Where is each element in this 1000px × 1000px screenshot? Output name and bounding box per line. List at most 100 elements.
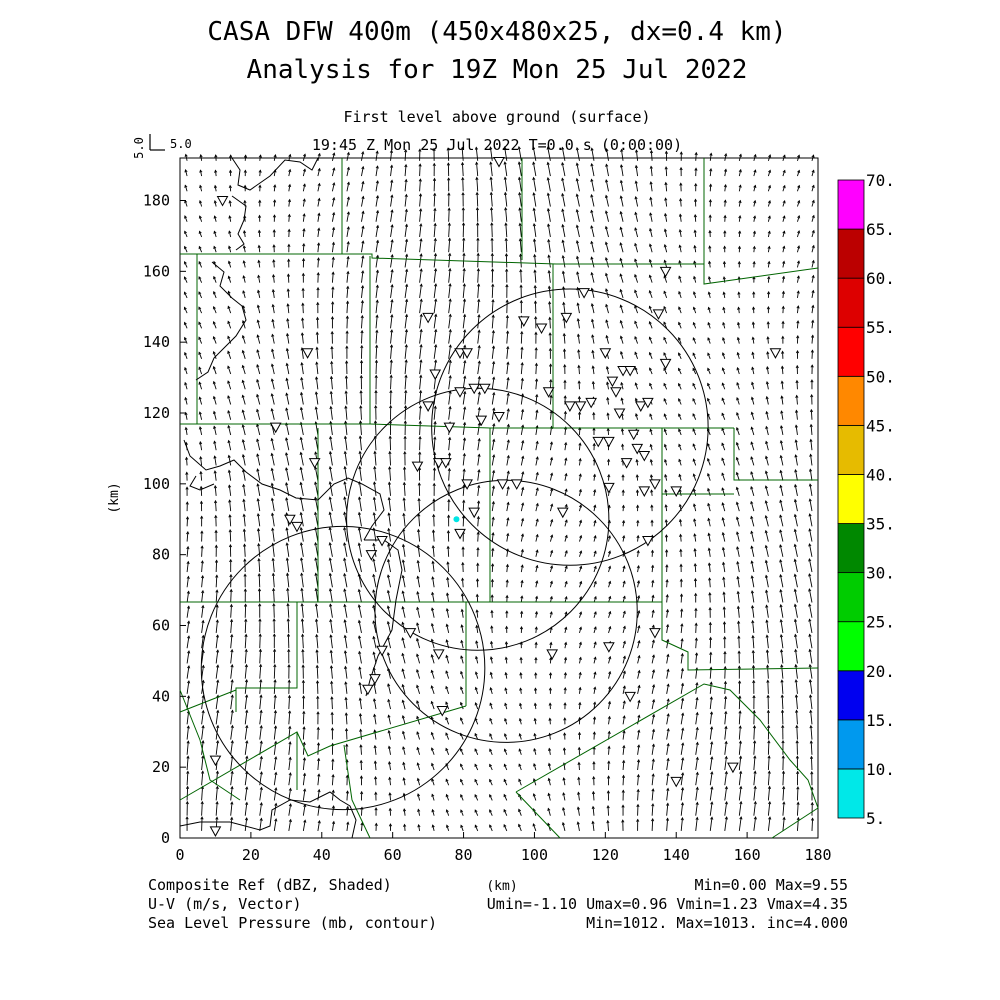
wind-vector-head — [722, 576, 726, 580]
wind-vector-head — [445, 824, 449, 828]
plot-area — [179, 146, 819, 839]
wind-vector — [359, 682, 362, 694]
wind-vector — [285, 497, 290, 512]
wind-vector — [605, 195, 609, 207]
wind-vector-head — [288, 183, 292, 188]
wind-vector-head — [752, 245, 756, 250]
wind-vector — [591, 303, 595, 314]
wind-vector — [359, 436, 362, 451]
wind-vector-head — [198, 381, 202, 385]
wind-vector-head — [578, 473, 582, 477]
station-marker — [454, 387, 466, 398]
wind-vector-head — [564, 580, 568, 585]
wind-vector — [491, 470, 495, 481]
wind-vector — [445, 701, 450, 710]
wind-vector — [680, 713, 684, 725]
station-marker — [439, 458, 452, 469]
wind-vector — [533, 177, 537, 192]
wind-vector — [185, 412, 188, 420]
wind-vector — [649, 383, 653, 390]
wind-vectors — [183, 146, 815, 832]
wind-vector-head — [619, 195, 623, 199]
wind-vector — [461, 147, 464, 161]
wind-vector-head — [390, 209, 394, 213]
station-marker — [468, 383, 481, 395]
wind-vector — [709, 153, 712, 161]
wind-vector — [709, 726, 713, 740]
x-tick-label: 120 — [592, 846, 619, 864]
wind-vector — [375, 776, 377, 786]
wind-vector-head — [475, 593, 479, 598]
wind-vector-head — [590, 240, 594, 245]
wind-vector-head — [605, 163, 609, 167]
wind-vector-head — [259, 709, 263, 714]
wind-vector — [767, 336, 769, 344]
wind-vector-head — [201, 664, 205, 669]
wind-vector-head — [489, 793, 492, 798]
wind-vector — [243, 245, 246, 253]
wind-vector-head — [198, 199, 203, 204]
wind-vector — [288, 154, 291, 161]
wind-vector — [300, 542, 304, 557]
wind-vector — [666, 728, 669, 740]
wind-vector-head — [287, 648, 291, 653]
title-line-1: CASA DFW 400m (450x480x25, dx=0.4 km) — [207, 17, 786, 47]
wind-vector — [460, 655, 464, 664]
wind-vector-head — [329, 435, 333, 440]
wind-vector — [285, 422, 290, 436]
wind-vector — [242, 320, 246, 329]
wind-vector-head — [608, 625, 612, 630]
wind-vector — [491, 346, 495, 359]
wind-vector-head — [213, 184, 218, 189]
wind-vector-head — [460, 161, 465, 166]
wind-vector-head — [343, 435, 348, 439]
wind-vector-head — [721, 517, 725, 521]
wind-vector — [519, 223, 522, 238]
wind-vector-head — [765, 410, 769, 415]
wind-vector-head — [651, 624, 655, 628]
wind-vector-head — [781, 770, 786, 774]
wind-vector — [780, 649, 784, 664]
wind-vector — [271, 453, 275, 466]
wind-vector — [547, 147, 551, 161]
wind-vector — [244, 756, 248, 771]
wind-vector — [634, 274, 639, 283]
wind-vector — [302, 773, 306, 786]
wind-vector — [285, 467, 290, 481]
wind-vector — [650, 181, 653, 192]
wind-vector — [794, 634, 798, 649]
wind-vector-head — [808, 648, 812, 653]
wind-vector-head — [358, 420, 363, 424]
wind-vector-head — [256, 438, 260, 442]
wind-vector-head — [374, 822, 378, 826]
wind-vector-head — [811, 199, 815, 204]
wind-vector — [184, 367, 188, 375]
wind-vector-head — [737, 306, 741, 310]
wind-vector-head — [402, 761, 406, 766]
wind-vector-head — [648, 274, 652, 278]
wind-vector-head — [635, 489, 640, 493]
wind-vector-head — [562, 807, 566, 811]
wind-vector-head — [390, 254, 394, 258]
wind-vector — [520, 580, 523, 588]
wind-vector-head — [230, 724, 234, 729]
wind-vector-head — [433, 420, 437, 425]
wind-vector-head — [215, 649, 220, 653]
wind-vector — [489, 718, 493, 725]
wind-vector-head — [447, 192, 451, 196]
wind-vector-head — [678, 306, 682, 310]
wind-vector-head — [722, 337, 726, 341]
wind-vector — [707, 488, 711, 497]
wind-vector-head — [604, 210, 608, 214]
wind-vector — [796, 817, 799, 831]
wind-vector-head — [533, 732, 537, 737]
wind-vector-head — [710, 741, 714, 745]
colorbar-label: 45. — [866, 416, 895, 435]
wind-vector-head — [359, 374, 363, 379]
wind-vector-head — [765, 380, 769, 385]
wind-vector — [271, 483, 275, 496]
wind-vector-head — [186, 560, 190, 565]
wind-vector-head — [184, 426, 188, 431]
wind-vector-head — [723, 245, 727, 249]
wind-vector — [201, 605, 204, 618]
